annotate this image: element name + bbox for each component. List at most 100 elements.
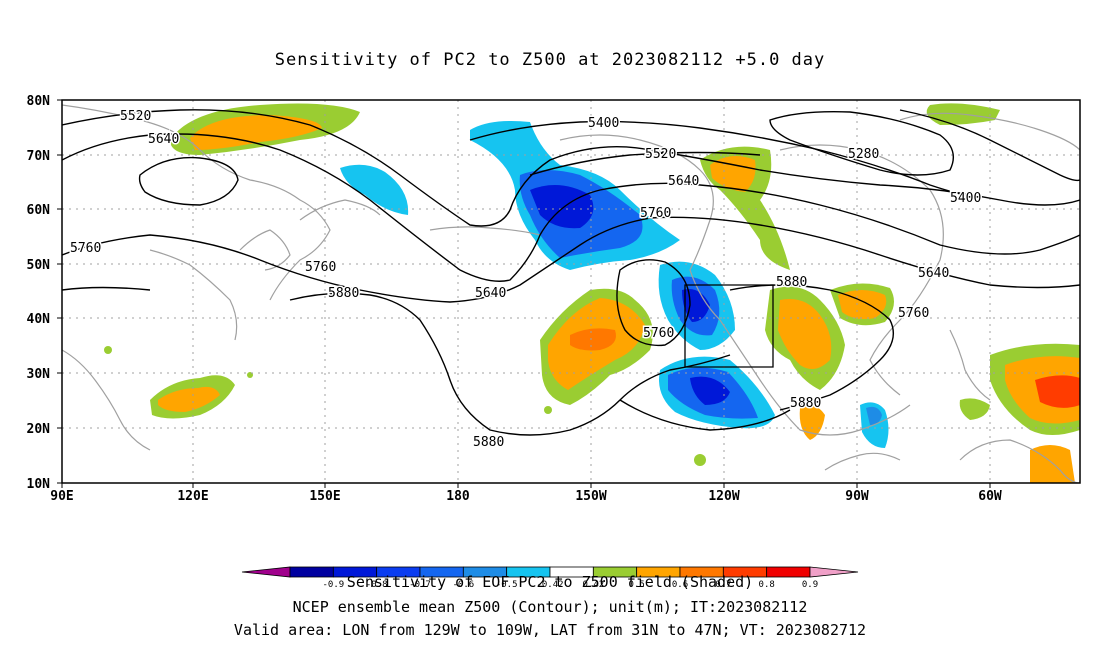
- valid-area-box: [684, 284, 774, 368]
- lat-label: 50N: [27, 258, 51, 273]
- contour-label: 5760: [305, 260, 336, 275]
- caption-line-3: Valid area: LON from 129W to 109W, LAT f…: [233, 621, 867, 639]
- positive-patch: [570, 328, 616, 351]
- contour-label: 5520: [120, 109, 151, 124]
- colorbar-tick-label: -0.7: [409, 580, 431, 590]
- lon-label: 90E: [50, 489, 73, 504]
- coastline: [779, 144, 944, 396]
- positive-patch: [838, 290, 887, 320]
- contour-label: 5640: [148, 132, 179, 147]
- contour-5880b: [729, 284, 894, 411]
- lat-label: 70N: [27, 149, 51, 164]
- contour-label: 5760: [70, 241, 101, 256]
- lat-label: 40N: [27, 312, 51, 327]
- contour-label: 5280: [848, 147, 879, 162]
- map-title: Sensitivity of PC2 to Z500 at 2023082112…: [274, 50, 826, 70]
- lon-label: 120E: [177, 489, 208, 504]
- positive-patch: [710, 156, 756, 192]
- lat-label: 20N: [27, 422, 51, 437]
- colorbar-tick-label: -0.42: [536, 580, 563, 590]
- colorbar-tick-label: 0.9: [802, 580, 818, 590]
- positive-patch: [778, 299, 832, 369]
- colorbar-tick-label: -0.9: [322, 580, 344, 590]
- lon-label: 90W: [845, 489, 869, 504]
- coastline: [429, 226, 541, 236]
- z500-contours: [62, 109, 1080, 436]
- coastline: [149, 249, 238, 341]
- coastlines: [62, 104, 1080, 483]
- longitude-labels: 90E 120E 150E 180 150W 120W 90W 60W: [50, 489, 1002, 504]
- map-frame: [61, 99, 1081, 484]
- coastline: [559, 134, 911, 436]
- coastline: [62, 349, 151, 451]
- colorbar-tick-label: 0.8: [759, 580, 775, 590]
- contour-5640b: [62, 286, 151, 291]
- colorbar-tick-label: 0.42: [582, 580, 604, 590]
- positive-patch: [1035, 375, 1080, 408]
- contour-5400: [469, 120, 981, 199]
- positive-speck: [544, 406, 552, 414]
- contour-5400b: [899, 109, 1080, 182]
- positive-patch: [190, 115, 322, 150]
- contour-label: 5880: [473, 435, 504, 450]
- lat-label: 60N: [27, 203, 51, 218]
- contour-high: [138, 156, 239, 206]
- coastline: [239, 229, 291, 271]
- coastline: [299, 199, 381, 221]
- lat-label: 30N: [27, 367, 51, 382]
- colorbar: -0.9 -0.8 -0.7 -0.6 -0.5 -0.42 0.42 0.5 0.6 0.7 0.…: [241, 566, 859, 590]
- coastline: [62, 104, 331, 301]
- contour-label: 5880: [328, 286, 359, 301]
- colorbar-tick-label: -0.6: [452, 580, 474, 590]
- contour-5520: [62, 109, 1080, 227]
- positive-speck: [104, 346, 112, 354]
- coastline: [899, 112, 1080, 151]
- coastline: [959, 439, 1080, 483]
- negative-patch: [340, 164, 409, 215]
- coastline: [824, 452, 901, 471]
- colorbar-max-triangle: [809, 566, 859, 578]
- contour-label: 5760: [898, 306, 929, 321]
- lon-label: 120W: [708, 489, 739, 504]
- coastline: [949, 329, 991, 401]
- negative-patch: [690, 376, 730, 405]
- lat-label: 80N: [27, 94, 51, 109]
- colorbar-tick-label: 0.5: [629, 580, 645, 590]
- colorbar-tick-label: -0.8: [366, 580, 388, 590]
- gridlines: [62, 100, 1080, 483]
- contour-label: 5760: [643, 326, 674, 341]
- lon-label: 150W: [575, 489, 606, 504]
- contour-label: 5400: [588, 116, 619, 131]
- contour-label: 5640: [668, 174, 699, 189]
- contour-5640: [62, 133, 1080, 282]
- contour-label: 5400: [950, 191, 981, 206]
- caption-line-2: NCEP ensemble mean Z500 (Contour); unit(…: [292, 598, 808, 616]
- lat-label: 10N: [27, 477, 51, 492]
- contour-5880: [289, 292, 731, 436]
- contour-5760-low: [616, 259, 691, 347]
- negative-patch: [866, 406, 882, 425]
- contour-5880c: [619, 399, 791, 431]
- contour-label: 5640: [475, 286, 506, 301]
- negative-patch: [530, 185, 594, 229]
- contour-5520b: [529, 151, 761, 176]
- latitude-labels: 80N 70N 60N 50N 40N 30N 20N 10N: [27, 94, 51, 492]
- positive-patch: [1030, 445, 1075, 483]
- caption-line-1: Sensitivity of EOF PC2 to Z500 field (Sh…: [346, 573, 754, 591]
- contour-label: 5880: [790, 396, 821, 411]
- lon-label: 60W: [978, 489, 1002, 504]
- positive-speck: [694, 454, 706, 466]
- colorbar-tick-label: -0.5: [496, 580, 518, 590]
- lon-label: 180: [446, 489, 470, 504]
- lon-label: 150E: [309, 489, 340, 504]
- contour-label: 5640: [918, 266, 949, 281]
- colorbar-tick-label: 0.7: [715, 580, 731, 590]
- contour-5760: [62, 216, 1080, 303]
- axis-ticks: [57, 99, 991, 488]
- positive-patch: [959, 398, 990, 420]
- contour-labels: 5520 5640 5400 5520 5280 5640 5400 5760 …: [69, 108, 983, 452]
- contour-label: 5520: [645, 147, 676, 162]
- contour-5280: [769, 110, 954, 176]
- contour-label: 5880: [776, 275, 807, 290]
